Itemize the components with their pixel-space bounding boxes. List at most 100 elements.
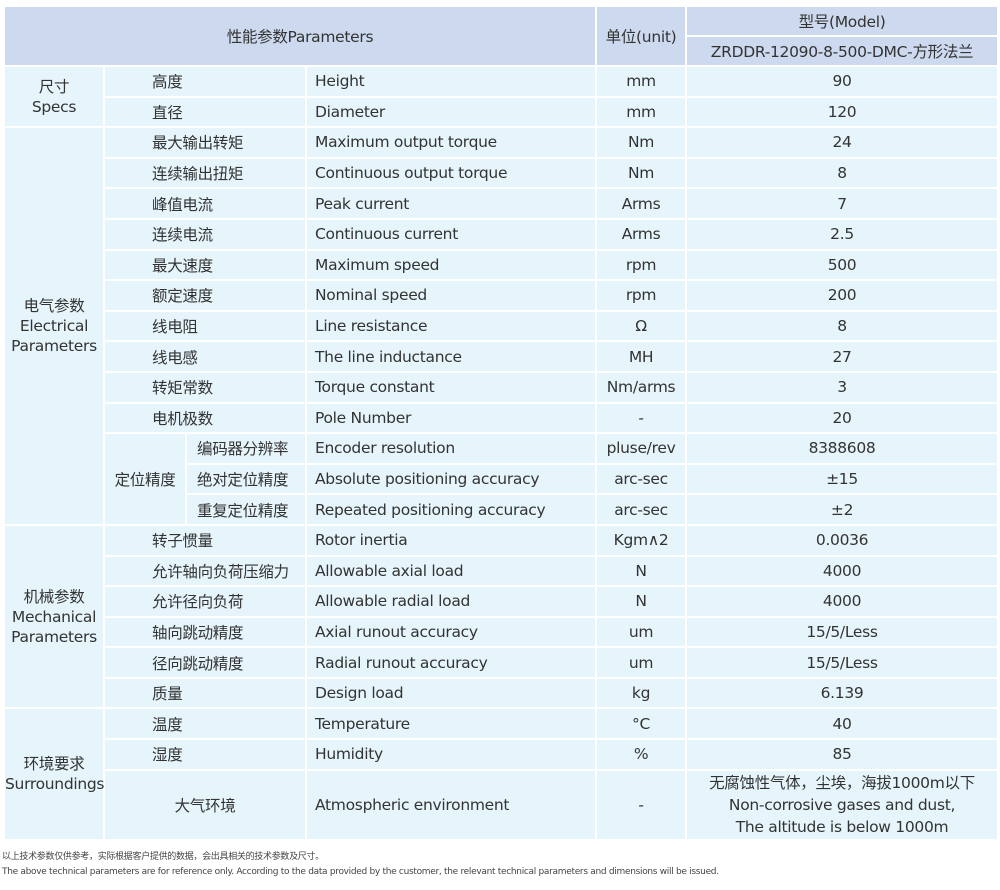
- table-row: 机械参数 Mechanical Parameters 转子惯量 Rotor inert…: [3, 523, 1000, 710]
- param-name-zh: 峰值电流: [103, 187, 307, 220]
- param-unit: arc-sec: [595, 493, 688, 526]
- param-name-zh: 绝对定位精度: [185, 462, 307, 496]
- table-row: 允许轴向负荷压缩力 Allowable axial load N 4000: [4, 554, 1000, 588]
- param-value-line: 无腐蚀性气体，尘埃，海拔1000m以下: [709, 773, 975, 792]
- table-row: 连续电流 Continuous current Arms 2.5: [4, 217, 1000, 251]
- group-label-en: Mechanical Parameters: [11, 607, 97, 646]
- param-unit: Nm: [595, 156, 688, 190]
- param-value: 7: [685, 187, 1000, 220]
- table-row: 定位精度 编码器分辨率 Encoder resolution pluse/rev 838…: [4, 432, 1000, 526]
- param-name-en: Repeated positioning accuracy: [304, 493, 598, 526]
- param-value: 6.139: [685, 676, 1000, 710]
- param-name-en: Maximum output torque: [304, 126, 598, 159]
- param-name-en: Height: [304, 65, 598, 98]
- group-label: 尺寸 Specs: [3, 64, 105, 129]
- param-value: 4000: [685, 554, 1000, 588]
- param-name-en: Temperature: [304, 707, 598, 741]
- param-value: 200: [685, 279, 1000, 312]
- group-label: 环境要求 Surroundings: [3, 707, 105, 841]
- group-label-en: Electrical Parameters: [11, 317, 97, 356]
- param-unit: -: [595, 401, 688, 435]
- param-value: ±2: [685, 493, 1000, 526]
- group-label-zh: 尺寸: [38, 77, 70, 96]
- param-name-zh: 允许径向负荷: [103, 585, 307, 618]
- param-value: 0.0036: [685, 523, 1000, 557]
- table-row: 重复定位精度 Repeated positioning accuracy arc-s…: [4, 493, 1000, 526]
- param-name-zh: 大气环境: [103, 768, 307, 841]
- param-value: 4000: [685, 585, 1000, 618]
- param-value: 85: [685, 738, 1000, 771]
- header-model-label: 型号(Model): [685, 5, 1000, 37]
- param-value: 90: [685, 65, 1000, 98]
- param-value: 3: [685, 370, 1000, 404]
- header-unit: 单位(unit): [595, 5, 688, 67]
- group-label-en: Specs: [31, 97, 77, 116]
- param-unit: mm: [595, 95, 688, 129]
- param-name-zh: 连续电流: [103, 217, 307, 251]
- header-parameters: 性能参数Parameters: [2, 5, 598, 67]
- param-name-zh: 重复定位精度: [185, 493, 307, 526]
- param-name-zh: 轴向跳动精度: [103, 615, 307, 649]
- table-row: 轴向跳动精度 Axial runout accuracy um 15/5/Less: [4, 615, 1000, 649]
- header-model-value: ZRDDR-12090-8-500-DMC-方形法兰: [685, 35, 1000, 67]
- param-value: 20: [685, 401, 1000, 435]
- param-name-zh: 转子惯量: [103, 523, 307, 557]
- table-row: 电机极数 Pole Number -20: [4, 401, 1000, 435]
- param-name-en: Allowable axial load: [304, 554, 598, 588]
- footnotes: 以上技术参数仅供参考，实际根据客户提供的数据，会出具相关的技术参数及尺寸。 Th…: [2, 850, 719, 880]
- param-unit: arc-sec: [595, 462, 688, 496]
- table-row: 电气参数 Electrical Parameters 最大输出转矩 Maximum o…: [3, 126, 1000, 526]
- param-name-en: Absolute positioning accuracy: [304, 462, 598, 496]
- table-row: 质量 Design load kg 6.139: [4, 676, 1000, 710]
- param-name-en: Peak current: [304, 187, 598, 220]
- spec-table: 性能参数Parameters 单位(unit) 型号(Model) ZRDDR-…: [2, 5, 1000, 841]
- param-name-en: The line inductance: [304, 340, 598, 373]
- table-row: 直径 Diameter mm 120: [4, 95, 1000, 129]
- param-name-en: Rotor inertia: [304, 523, 598, 557]
- param-unit: N: [595, 554, 688, 588]
- table-row: 环境要求 Surroundings 温度 Temperature °C 40: [3, 707, 1000, 841]
- param-name-zh: 最大输出转矩: [103, 126, 307, 159]
- param-name-zh: 电机极数: [103, 401, 307, 435]
- param-name-zh: 转矩常数: [103, 370, 307, 404]
- param-unit: pluse/rev: [595, 432, 688, 465]
- param-value-line: Non-corrosive gases and dust,: [728, 795, 956, 814]
- param-value: 24: [685, 126, 1000, 159]
- param-name-en: Continuous output torque: [304, 156, 598, 190]
- param-name-en: Humidity: [304, 738, 598, 771]
- param-name-zh: 最大速度: [103, 248, 307, 282]
- param-value: 8: [685, 156, 1000, 190]
- param-unit: Nm/arms: [595, 370, 688, 404]
- param-value: 500: [685, 248, 1000, 282]
- param-name-zh: 线电感: [103, 340, 307, 373]
- table-row: 径向跳动精度 Radial runout accuracy um 15/5/Less: [4, 646, 1000, 679]
- param-name-zh: 直径: [103, 95, 307, 129]
- param-unit: Arms: [595, 217, 688, 251]
- param-value: 8: [685, 309, 1000, 343]
- param-unit: N: [595, 585, 688, 618]
- param-value-line: The altitude is below 1000m: [735, 817, 949, 836]
- param-unit: Arms: [595, 187, 688, 220]
- subgroup-label: 定位精度: [103, 432, 187, 526]
- param-name-en: Axial runout accuracy: [304, 615, 598, 649]
- group-label: 电气参数 Electrical Parameters: [3, 126, 105, 526]
- param-unit: °C: [595, 707, 688, 741]
- table-row: 最大速度 Maximum speed rpm 500: [4, 248, 1000, 282]
- param-name-en: Diameter: [304, 95, 598, 129]
- param-name-en: Continuous current: [304, 217, 598, 251]
- param-name-zh: 连续输出扭矩: [103, 156, 307, 190]
- param-value: 15/5/Less: [685, 615, 1000, 649]
- table-row: 线电阻 Line resistance Ω 8: [4, 309, 1000, 343]
- param-unit: %: [595, 738, 688, 771]
- param-unit: rpm: [595, 279, 688, 312]
- param-name-zh: 高度: [103, 65, 307, 98]
- group-label-en: Surroundings: [5, 775, 105, 794]
- param-value: 15/5/Less: [685, 646, 1000, 679]
- param-name-en: Radial runout accuracy: [304, 646, 598, 679]
- param-unit: kg: [595, 676, 688, 710]
- param-unit: Kgm∧2: [595, 523, 688, 557]
- table-row: 允许径向负荷 Allowable radial load N 4000: [4, 585, 1000, 618]
- param-name-zh: 编码器分辨率: [185, 432, 307, 465]
- param-name-zh: 额定速度: [103, 279, 307, 312]
- param-unit: Nm: [595, 126, 688, 159]
